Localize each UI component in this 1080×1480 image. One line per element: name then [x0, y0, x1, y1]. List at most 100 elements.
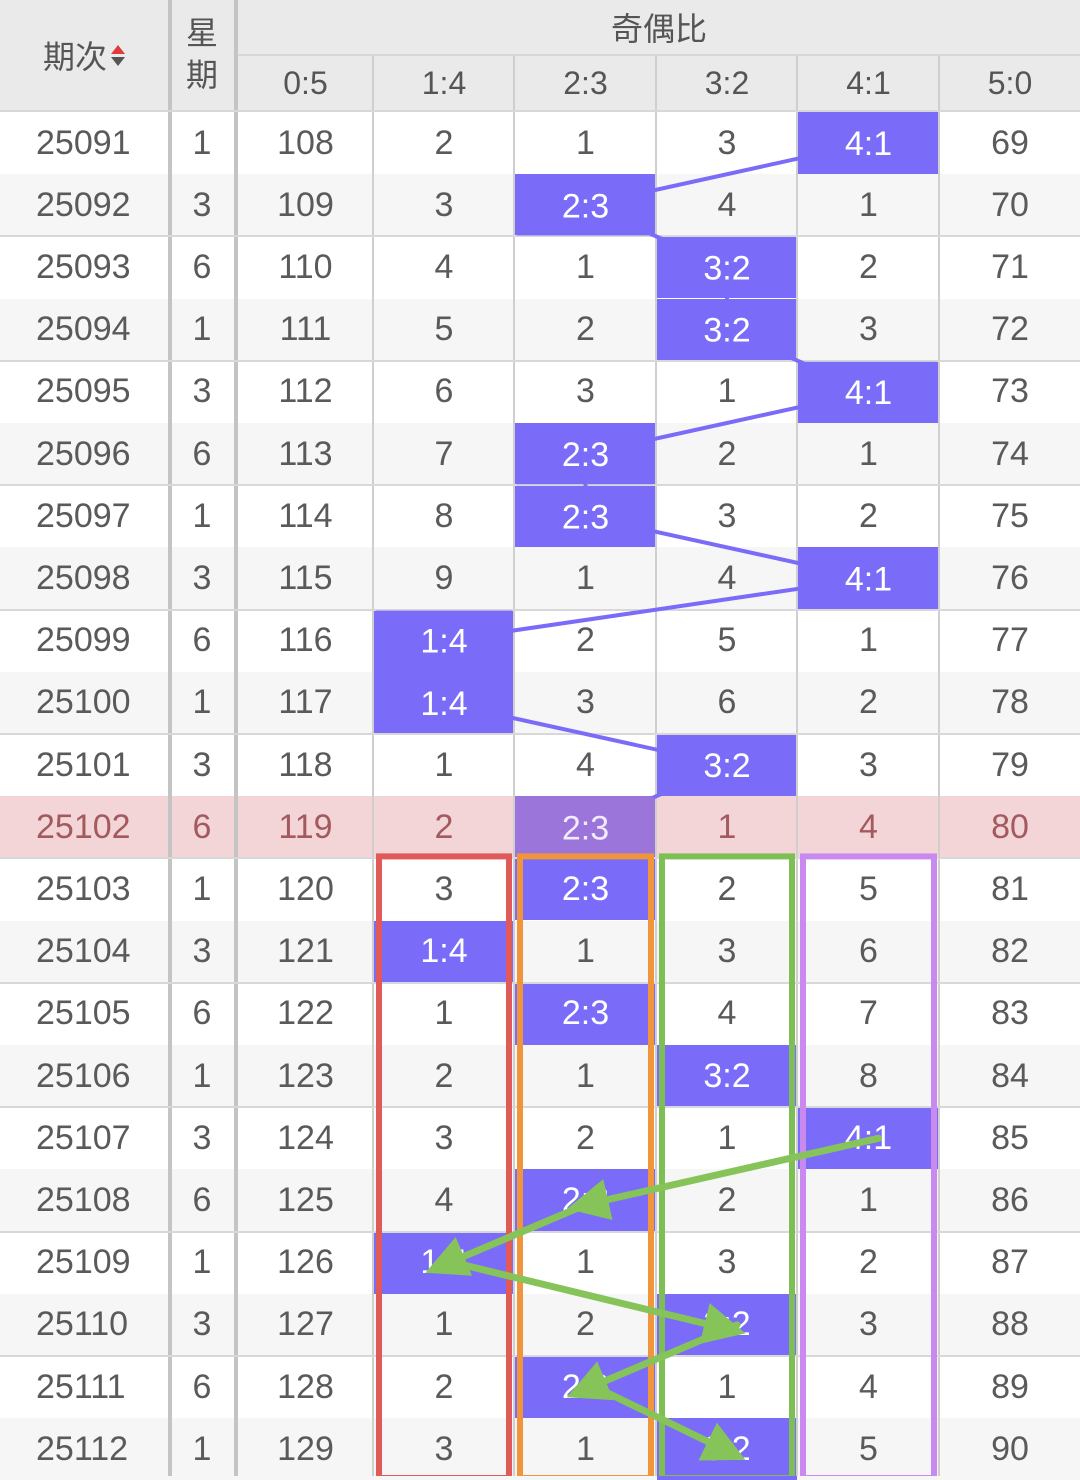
weekday-cell: 1 — [192, 496, 212, 535]
header-divider — [0, 110, 1080, 112]
issue-header-label: 期次 — [42, 39, 107, 75]
table-row: 25095 3 112 6 3 1 4:1 73 — [0, 360, 1080, 423]
weekday-cell: 1 — [192, 1243, 212, 1282]
ratio-cell-2-3: 2:3 — [515, 423, 656, 485]
ratio-cell-1-4: 2 — [434, 123, 454, 162]
table-row: 25093 6 110 4 1 3:2 2 71 — [0, 236, 1080, 299]
column-divider — [513, 56, 515, 1476]
issue-cell: 25107 — [36, 1118, 131, 1157]
ratio-cell-5-0: 76 — [991, 558, 1029, 597]
ratio-cell-5-0: 72 — [991, 310, 1029, 349]
ratio-cell-5-0: 86 — [991, 1180, 1029, 1219]
ratio-cell-0-5: 113 — [278, 434, 333, 473]
ratio-cell-4-1: 2 — [859, 1243, 878, 1282]
ratio-cell-0-5: 121 — [277, 932, 334, 971]
column-divider — [655, 56, 657, 1476]
ratio-header-5-0: 5:0 — [940, 56, 1080, 110]
ratio-cell-2-3: 2:3 — [515, 1169, 656, 1232]
table-row-current: 25102 6 119 2 2:3 1 4 80 — [0, 796, 1080, 859]
ratio-cell-4-1: 7 — [859, 994, 878, 1033]
ratio-cell-4-1: 1 — [859, 621, 878, 660]
ratio-cell-4-1: 8 — [859, 1056, 878, 1095]
ratio-cell-5-0: 75 — [991, 496, 1029, 535]
ratio-cell-0-5: 120 — [277, 869, 334, 908]
ratio-cell-3-2: 1 — [717, 1367, 737, 1406]
weekday-cell: 6 — [192, 434, 212, 473]
issue-cell: 25110 — [36, 1305, 129, 1344]
column-divider — [796, 56, 798, 1476]
ratio-cell-1-4: 3 — [434, 1118, 454, 1157]
weekday-cell: 3 — [192, 558, 212, 597]
ratio-cell-3-2: 3:2 — [657, 1293, 797, 1356]
ratio-cell-1-4: 1:4 — [374, 609, 514, 672]
issue-cell: 25091 — [36, 123, 131, 162]
ratio-cell-2-3: 1 — [576, 1056, 595, 1095]
ratio-cell-4-1: 5 — [859, 869, 878, 908]
ratio-cell-1-4: 1 — [434, 994, 454, 1033]
ratio-cell-5-0: 79 — [991, 745, 1029, 784]
ratio-header-0-5: 0:5 — [238, 56, 373, 110]
ratio-cell-5-0: 88 — [991, 1305, 1029, 1344]
ratio-cell-4-1: 2 — [859, 683, 878, 722]
ratio-cell-4-1: 4:1 — [798, 1107, 939, 1170]
ratio-cell-2-3: 3 — [576, 683, 595, 722]
ratio-cell-1-4: 2 — [434, 1056, 454, 1095]
ratio-cell-3-2: 3 — [717, 496, 737, 535]
ratio-cell-5-0: 84 — [991, 1056, 1029, 1095]
sort-icon[interactable] — [111, 44, 125, 66]
ratio-cell-3-2: 6 — [717, 683, 737, 722]
ratio-cell-0-5: 129 — [277, 1429, 334, 1468]
column-divider — [234, 0, 238, 1476]
ratio-cell-1-4: 9 — [434, 558, 454, 597]
ratio-cell-5-0: 74 — [991, 434, 1029, 473]
issue-cell: 25099 — [36, 621, 131, 660]
ratio-header-1-4: 1:4 — [374, 56, 514, 110]
ratio-cell-1-4: 3 — [434, 185, 454, 224]
ratio-header-4-1: 4:1 — [798, 56, 939, 110]
table-row: 25092 3 109 3 2:3 4 1 70 — [0, 174, 1080, 237]
ratio-cell-2-3: 4 — [576, 745, 595, 784]
ratio-cell-5-0: 83 — [991, 994, 1029, 1033]
table-row: 25109 1 126 1:4 1 3 2 87 — [0, 1231, 1080, 1294]
ratio-cell-5-0: 89 — [991, 1367, 1029, 1406]
ratio-header-2-3: 2:3 — [515, 56, 656, 110]
ratio-cell-2-3: 1 — [576, 1243, 595, 1282]
ratio-cell-0-5: 108 — [277, 123, 334, 162]
table-row: 25112 1 129 3 1 3:2 5 90 — [0, 1418, 1080, 1480]
weekday-cell: 1 — [192, 1429, 212, 1468]
ratio-cell-2-3: 2:3 — [515, 796, 656, 859]
issue-cell: 25098 — [36, 558, 131, 597]
ratio-cell-4-1: 4 — [859, 1367, 878, 1406]
ratio-cell-3-2: 3:2 — [657, 1045, 797, 1107]
table-row: 25100 1 117 1:4 3 6 2 78 — [0, 671, 1080, 734]
ratio-cell-5-0: 69 — [991, 123, 1029, 162]
issue-cell: 25096 — [36, 434, 131, 473]
ratio-cell-1-4: 1 — [434, 1305, 454, 1344]
ratio-cell-3-2: 1 — [717, 1118, 737, 1157]
issue-cell: 25109 — [36, 1243, 131, 1282]
ratio-cell-4-1: 3 — [859, 745, 878, 784]
ratio-cell-1-4: 2 — [434, 807, 454, 846]
ratio-cell-1-4: 4 — [434, 247, 454, 286]
ratio-cell-5-0: 70 — [991, 185, 1029, 224]
ratio-cell-0-5: 125 — [277, 1180, 334, 1219]
ratio-cell-0-5: 110 — [278, 247, 333, 286]
issue-column-header[interactable]: 期次 — [0, 0, 168, 110]
ratio-cell-0-5: 109 — [277, 185, 334, 224]
weekday-cell: 3 — [192, 185, 212, 224]
table-row: 25104 3 121 1:4 1 3 6 82 — [0, 920, 1080, 983]
ratio-cell-3-2: 2 — [717, 869, 737, 908]
table-row: 25099 6 116 1:4 2 5 1 77 — [0, 609, 1080, 672]
ratio-cell-0-5: 116 — [278, 621, 333, 660]
ratio-cell-3-2: 2 — [717, 1180, 737, 1219]
ratio-cell-0-5: 112 — [278, 372, 333, 411]
weekday-cell: 1 — [192, 869, 212, 908]
column-divider — [372, 56, 374, 1476]
table-row: 25096 6 113 7 2:3 2 1 74 — [0, 423, 1080, 485]
ratio-cell-4-1: 2 — [859, 496, 878, 535]
weekday-cell: 1 — [192, 683, 212, 722]
weekday-header-bottom: 期 — [185, 57, 218, 93]
table-row: 25097 1 114 8 2:3 3 2 75 — [0, 485, 1080, 548]
ratio-cell-5-0: 77 — [991, 621, 1029, 660]
weekday-cell: 3 — [192, 1305, 212, 1344]
